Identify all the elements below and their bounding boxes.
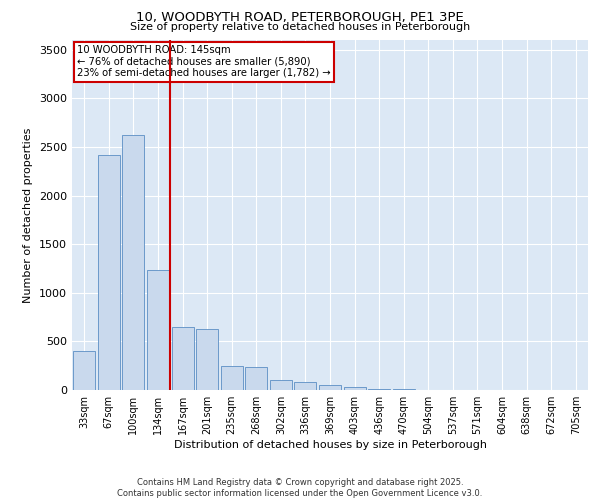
Bar	[392, 389, 415, 390]
Bar	[147, 270, 169, 390]
Text: 10, WOODBYTH ROAD, PETERBOROUGH, PE1 3PE: 10, WOODBYTH ROAD, PETERBOROUGH, PE1 3PE	[136, 11, 464, 24]
X-axis label: Distribution of detached houses by size in Peterborough: Distribution of detached houses by size …	[173, 440, 487, 450]
Bar	[98, 154, 120, 390]
Bar	[73, 351, 95, 390]
Bar	[172, 327, 194, 390]
Text: Size of property relative to detached houses in Peterborough: Size of property relative to detached ho…	[130, 22, 470, 32]
Bar	[319, 385, 341, 390]
Bar	[245, 366, 268, 390]
Bar	[270, 380, 292, 390]
Bar	[196, 329, 218, 390]
Text: Contains HM Land Registry data © Crown copyright and database right 2025.
Contai: Contains HM Land Registry data © Crown c…	[118, 478, 482, 498]
Bar	[295, 382, 316, 390]
Text: 10 WOODBYTH ROAD: 145sqm
← 76% of detached houses are smaller (5,890)
23% of sem: 10 WOODBYTH ROAD: 145sqm ← 76% of detach…	[77, 46, 331, 78]
Bar	[368, 388, 390, 390]
Bar	[344, 386, 365, 390]
Bar	[122, 136, 145, 390]
Y-axis label: Number of detached properties: Number of detached properties	[23, 128, 34, 302]
Bar	[221, 366, 243, 390]
